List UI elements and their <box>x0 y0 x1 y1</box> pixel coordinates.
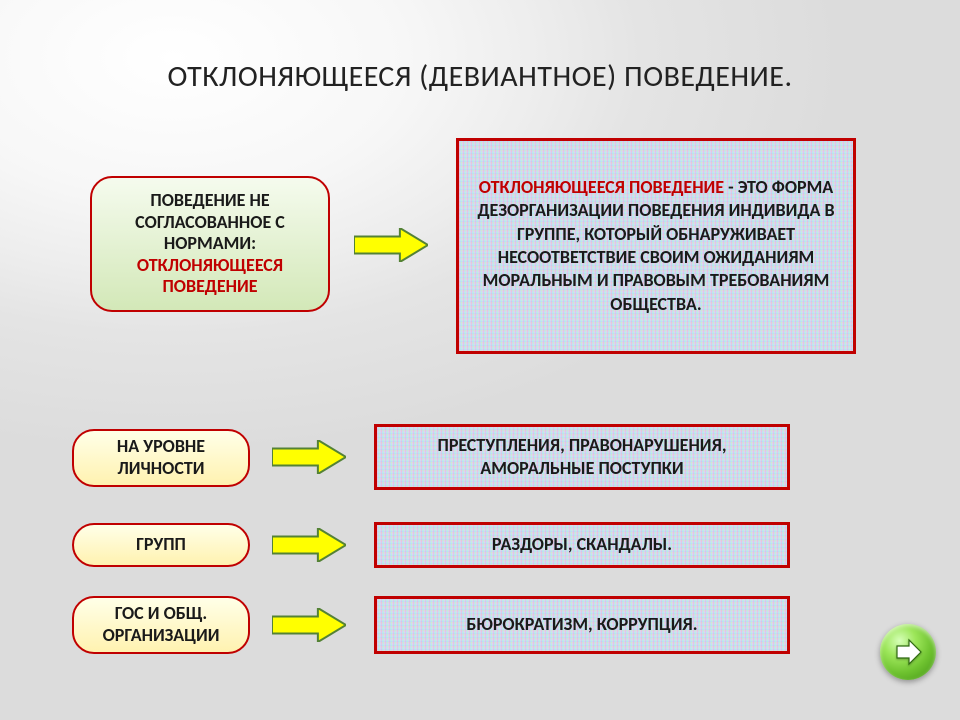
examples-box-personal: ПРЕСТУПЛЕНИЯ, ПРАВОНАРУШЕНИЯ, АМОРАЛЬНЫЕ… <box>374 424 790 490</box>
definition-prefix: ОТКЛОНЯЮЩЕЕСЯ ПОВЕДЕНИЕ <box>479 176 724 198</box>
concept-box-behavior: ПОВЕДЕНИЕ НЕ СОГЛАСОВАННОЕ С НОРМАМИ: ОТ… <box>90 176 330 312</box>
arrow-right-icon <box>891 635 925 669</box>
pill-label: ГРУПП <box>136 534 186 556</box>
examples-box-groups: РАЗДОРЫ, СКАНДАЛЫ. <box>374 522 790 568</box>
level-pill-gov: ГОС И ОБЩ. ОРГАНИЗАЦИИ <box>72 596 250 654</box>
examples-text: БЮРОКРАТИЗМ, КОРРУПЦИЯ. <box>377 599 787 651</box>
concept-line1: ПОВЕДЕНИЕ НЕ СОГЛАСОВАННОЕ С НОРМАМИ: <box>135 189 285 254</box>
slide-title: ОТКЛОНЯЮЩЕЕСЯ (ДЕВИАНТНОЕ) ПОВЕДЕНИЕ. <box>0 58 960 95</box>
arrow-icon <box>354 228 428 262</box>
arrow-icon <box>272 528 346 562</box>
examples-text: ПРЕСТУПЛЕНИЯ, ПРАВОНАРУШЕНИЯ, АМОРАЛЬНЫЕ… <box>377 427 787 487</box>
level-pill-groups: ГРУПП <box>72 523 250 567</box>
level-pill-personal: НА УРОВНЕ ЛИЧНОСТИ <box>72 429 250 487</box>
definition-box: ОТКЛОНЯЮЩЕЕСЯ ПОВЕДЕНИЕ - ЭТО ФОРМА ДЕЗО… <box>456 138 856 354</box>
pill-label: НА УРОВНЕ ЛИЧНОСТИ <box>84 436 238 479</box>
arrow-icon <box>272 440 346 474</box>
pill-label: ГОС И ОБЩ. ОРГАНИЗАЦИИ <box>84 603 238 646</box>
examples-text: РАЗДОРЫ, СКАНДАЛЫ. <box>377 525 787 565</box>
next-slide-button[interactable] <box>880 624 936 680</box>
arrow-icon <box>272 608 346 642</box>
examples-box-gov: БЮРОКРАТИЗМ, КОРРУПЦИЯ. <box>374 596 790 654</box>
definition-text: ОТКЛОНЯЮЩЕЕСЯ ПОВЕДЕНИЕ - ЭТО ФОРМА ДЕЗО… <box>459 141 853 351</box>
concept-line2: ОТКЛОНЯЮЩЕЕСЯ ПОВЕДЕНИЕ <box>137 254 283 298</box>
